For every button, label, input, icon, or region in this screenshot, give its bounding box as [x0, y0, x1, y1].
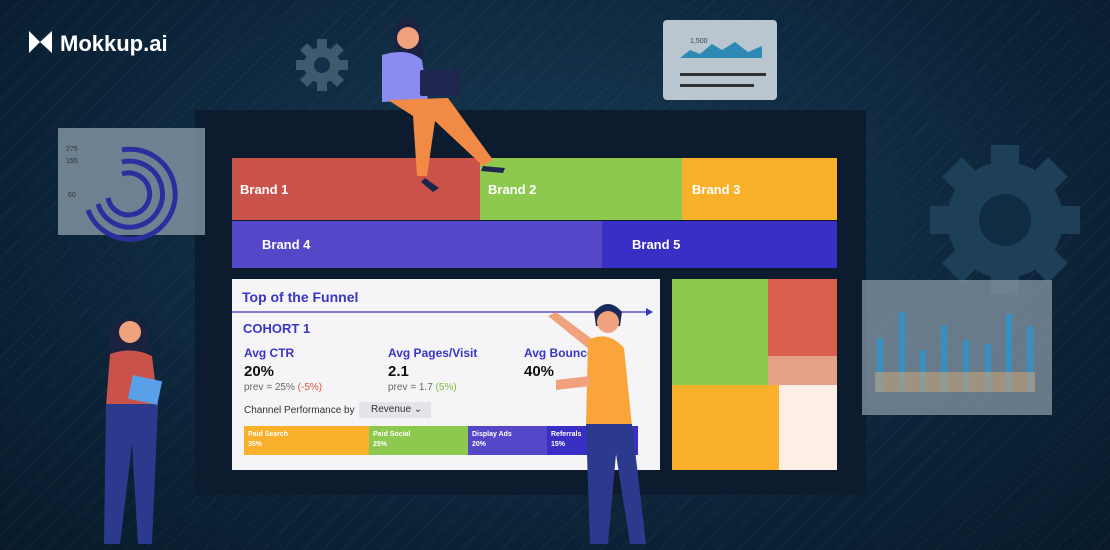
- brand-tile[interactable]: Brand 3: [682, 158, 837, 220]
- channel-name: Referrals: [551, 431, 582, 438]
- brand-tile[interactable]: Brand 2: [480, 158, 682, 220]
- gear-large: [930, 145, 1080, 295]
- dropdown-value: Revenue: [371, 404, 412, 415]
- radial-label: 60: [68, 192, 76, 199]
- channel-share: 15%: [551, 441, 566, 448]
- channel-segment: Paid Social 25%: [369, 426, 468, 455]
- channel-label: Channel Performance by: [244, 405, 355, 416]
- area-label: 1,500: [690, 38, 708, 45]
- brand-tile[interactable]: Brand 4: [232, 221, 602, 268]
- treemap-cell: [768, 356, 837, 385]
- treemap-cell: [779, 385, 837, 470]
- card-title: Top of the Funnel: [242, 289, 359, 305]
- metric-label: Avg Bounce: [524, 346, 594, 360]
- radial-label: 155: [66, 158, 78, 165]
- slider: [680, 73, 766, 76]
- title-arrow: [232, 308, 653, 316]
- radial-label: 275: [66, 146, 78, 153]
- person-clipboard: [104, 317, 163, 544]
- prev-text: prev = 25%: [244, 382, 295, 393]
- metric-value: 2.1: [388, 363, 409, 380]
- area-shape: [680, 42, 762, 58]
- slider: [680, 84, 754, 87]
- treemap-cell: [768, 279, 837, 356]
- radial-arcs: [85, 146, 178, 242]
- channel-share: 25%: [373, 441, 388, 448]
- channel-name: Paid Search: [248, 431, 289, 438]
- metric: Avg CTR 20% prev = 25% (-5%): [244, 346, 322, 393]
- channel-name: Paid Social: [373, 431, 411, 438]
- bar-widget-bars: [875, 312, 1035, 392]
- metric-value: 20%: [244, 363, 275, 380]
- prev-text: prev = 1.7: [388, 382, 433, 393]
- treemap-cell: [672, 385, 779, 470]
- change: (5%): [435, 382, 457, 393]
- brand-tile[interactable]: Brand 5: [602, 221, 837, 268]
- metric: Avg Bounce 40%: [524, 346, 594, 380]
- channel-share: 20%: [472, 441, 487, 448]
- change: (-5%): [297, 382, 323, 393]
- dropdown[interactable]: Revenue ⌄: [359, 402, 431, 418]
- person-standing: [548, 304, 646, 544]
- cohort: COHORT 1: [243, 321, 311, 336]
- gear: [296, 39, 348, 91]
- metric-value: 40%: [524, 363, 555, 380]
- metric-label: Avg CTR: [244, 346, 295, 360]
- channel-share: 35%: [248, 441, 263, 448]
- metric: Avg Pages/Visit 2.1 prev = 1.7 (5%): [388, 346, 477, 393]
- person-laptop: [382, 18, 505, 192]
- metric-prev: prev = 25% (-5%): [244, 382, 322, 393]
- brand-tile[interactable]: Brand 1: [232, 158, 480, 220]
- logo-text: Mokkup.ai: [60, 31, 168, 56]
- area-widget: [663, 20, 777, 100]
- metric-label: Avg Pages/Visit: [388, 346, 478, 360]
- channel-segment: Paid Search 35%: [244, 426, 369, 455]
- logo-icon: [29, 31, 52, 53]
- metric-prev: prev = 1.7 (5%): [388, 382, 477, 393]
- channel-segment: Display Ads 20%: [468, 426, 547, 455]
- treemap-cell: [672, 279, 768, 385]
- channel-name: Display Ads: [472, 431, 512, 438]
- bar-widget: [862, 280, 1052, 415]
